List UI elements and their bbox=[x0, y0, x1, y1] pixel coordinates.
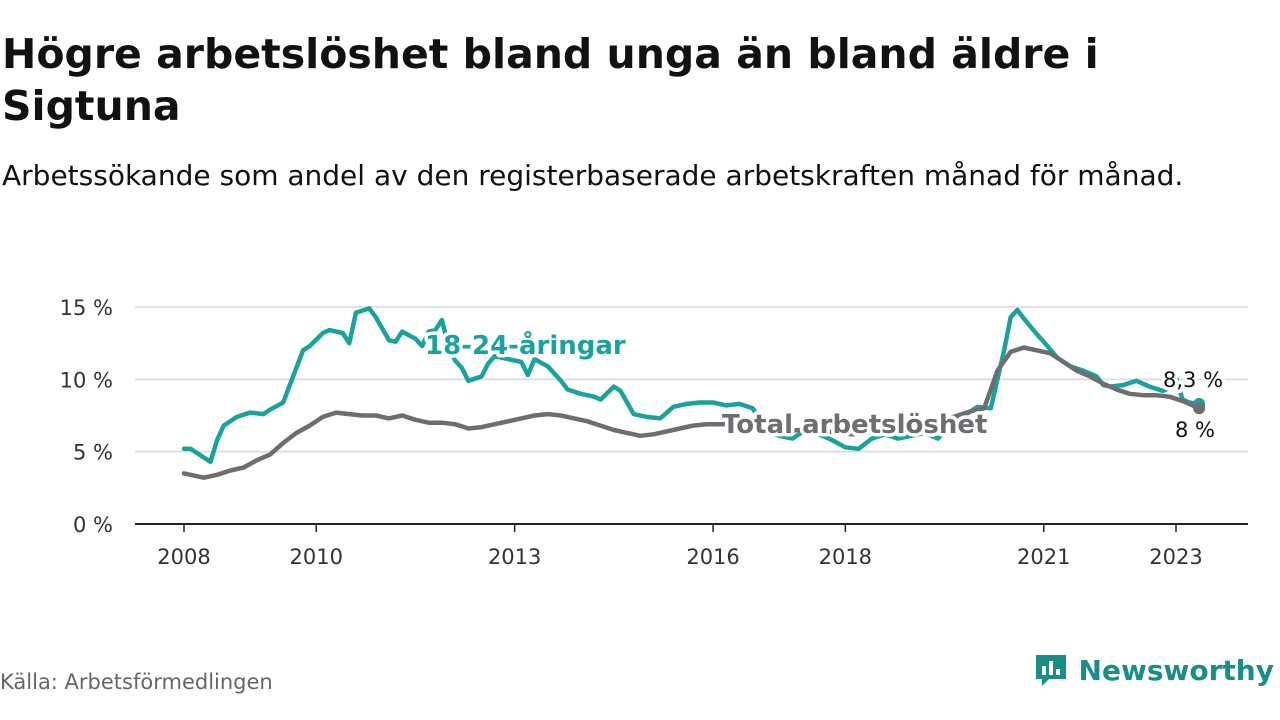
series-line-total bbox=[181, 345, 1202, 480]
y-tick-label: 15 % bbox=[60, 296, 113, 320]
brand-name: Newsworthy bbox=[1078, 653, 1274, 687]
y-tick-label: 10 % bbox=[60, 368, 113, 392]
source-credit: Källa: Arbetsförmedlingen bbox=[0, 670, 273, 694]
series-line-total-endpoint bbox=[1193, 402, 1206, 415]
end-label-youth: 8,3 % bbox=[1163, 368, 1223, 392]
y-tick-label: 5 % bbox=[73, 441, 113, 465]
x-tick-label: 2008 bbox=[157, 545, 210, 569]
series-label-total: Total arbetslöshet bbox=[722, 410, 987, 440]
x-tick-label: 2021 bbox=[1017, 545, 1070, 569]
x-tick-label: 2010 bbox=[290, 545, 343, 569]
x-tick-label: 2018 bbox=[819, 545, 872, 569]
x-tick-label: 2016 bbox=[686, 545, 739, 569]
end-label-total: 8 % bbox=[1175, 418, 1215, 442]
series-line-youth bbox=[181, 306, 1202, 465]
x-tick-label: 2023 bbox=[1149, 545, 1202, 569]
series-label-youth: 18-24-åringar bbox=[425, 329, 626, 361]
x-tick-label: 2013 bbox=[488, 545, 541, 569]
brand-logo[interactable]: Newsworthy bbox=[1033, 652, 1274, 688]
bar-chart-icon bbox=[1035, 655, 1066, 686]
chart-title: Högre arbetslöshet bland unga än bland ä… bbox=[2, 30, 1099, 130]
chart-subtitle: Arbetssökande som andel av den registerb… bbox=[2, 159, 1184, 192]
y-tick-label: 0 % bbox=[73, 513, 113, 537]
